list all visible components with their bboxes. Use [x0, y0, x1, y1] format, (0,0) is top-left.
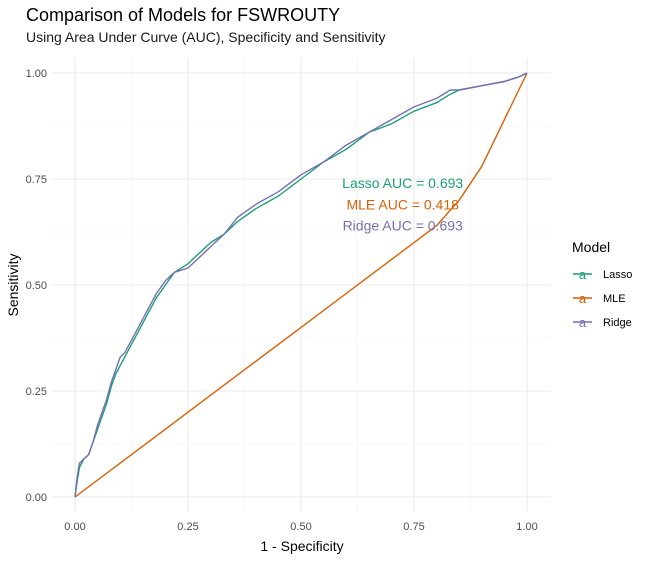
series-line-lasso: [74, 72, 528, 498]
x-tick-label: 0.50: [290, 521, 311, 533]
y-tick-label: 0.75: [26, 174, 47, 186]
series-lines: [74, 72, 528, 498]
legend-title: Model: [572, 239, 610, 255]
legend-label: Lasso: [603, 269, 632, 281]
y-tick-label: 0.00: [26, 492, 47, 504]
legend-label: Ridge: [603, 317, 632, 329]
x-tick-label: 0.00: [64, 521, 85, 533]
y-tick-label: 1.00: [26, 68, 47, 80]
auc-annotation: MLE AUC = 0.418: [346, 196, 459, 212]
legend-label: MLE: [603, 293, 626, 305]
legend: Model a Lasso a MLE a Ridge: [572, 239, 632, 330]
auc-annotation: Ridge AUC = 0.693: [343, 218, 463, 234]
series-line-ridge: [74, 72, 528, 498]
x-tick-label: 0.25: [177, 521, 198, 533]
legend-key-glyph: a: [579, 291, 587, 306]
x-tick-label: 1.00: [516, 521, 537, 533]
series-line-mle: [74, 72, 528, 498]
auc-annotations: Lasso AUC = 0.693 MLE AUC = 0.418 Ridge AU…: [342, 175, 463, 233]
auc-annotation: Lasso AUC = 0.693: [342, 175, 463, 191]
y-tick-label: 0.50: [26, 280, 47, 292]
grid: [52, 58, 551, 512]
y-axis-title: Sensitivity: [5, 253, 21, 316]
x-axis-title: 1 - Specificity: [260, 538, 343, 554]
x-axis-ticks: 0.00 0.25 0.50 0.75 1.00: [64, 521, 537, 533]
chart-subtitle: Using Area Under Curve (AUC), Specificit…: [26, 29, 386, 45]
legend-key-glyph: a: [579, 315, 587, 330]
legend-key-glyph: a: [579, 267, 587, 282]
y-tick-label: 0.25: [26, 386, 47, 398]
x-tick-label: 0.75: [403, 521, 424, 533]
chart-title: Comparison of Models for FSWROUTY: [26, 5, 341, 25]
y-axis-ticks: 0.00 0.25 0.50 0.75 1.00: [26, 68, 47, 504]
